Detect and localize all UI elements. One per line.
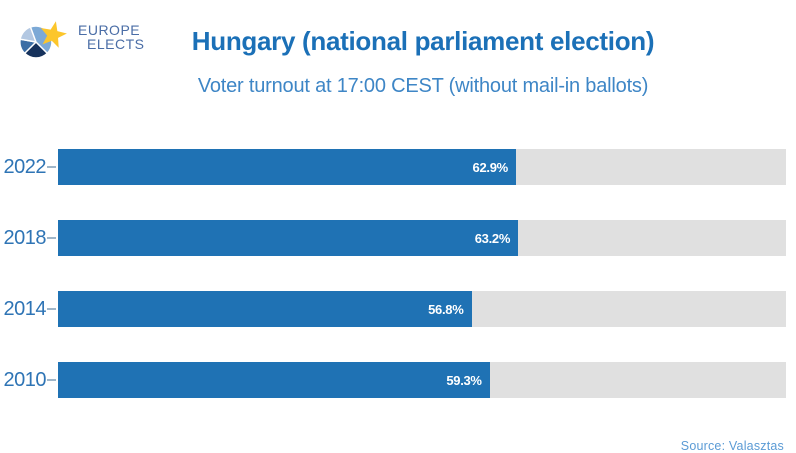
axis-tick <box>46 362 58 398</box>
bar-fill: 63.2% <box>58 220 519 256</box>
bar-value-label: 63.2% <box>474 230 511 246</box>
bar-row-2018: 2018 63.2% <box>0 220 786 256</box>
bar-value-label: 59.3% <box>446 372 482 388</box>
axis-tick <box>46 291 58 327</box>
bar-fill: 59.3% <box>58 362 490 398</box>
logo-word-elects: ELECTS <box>87 36 145 52</box>
chart-subtitle: Voter turnout at 17:00 CEST (without mai… <box>197 75 649 97</box>
bar-row-2010: 2010 59.3% <box>0 362 786 398</box>
axis-tick <box>46 220 58 256</box>
bar-track: 62.9% <box>58 149 786 185</box>
category-label: 2018 <box>3 227 47 249</box>
axis-tick <box>46 149 58 185</box>
europe-elects-pie-star-icon <box>19 21 67 59</box>
category-label: 2014 <box>3 298 47 320</box>
logo-wordmark: EUROPE ELECTS <box>78 23 144 51</box>
bar-value-label: 62.9% <box>472 159 509 175</box>
bar-track: 59.3% <box>58 362 786 398</box>
logo-word-europe: EUROPE <box>78 22 141 38</box>
header-titles: Hungary (national parliament election) V… <box>110 0 736 98</box>
bar-track: 63.2% <box>58 220 786 256</box>
bar-fill: 56.8% <box>58 291 472 327</box>
bar-value-label: 56.8% <box>428 301 464 317</box>
europe-elects-logo: EUROPE ELECTS <box>14 12 144 68</box>
bar-row-2022: 2022 62.9% <box>0 149 786 185</box>
category-label: 2010 <box>3 369 47 391</box>
source-note: Source: Valasztas <box>680 439 784 453</box>
bar-track: 56.8% <box>58 291 786 327</box>
category-label: 2022 <box>3 156 47 178</box>
bar-row-2014: 2014 56.8% <box>0 291 786 327</box>
bar-chart: 2022 62.9% 2018 63.2% 2014 56.8% 2010 <box>0 149 786 433</box>
bar-fill: 62.9% <box>58 149 516 185</box>
chart-title: Hungary (national parliament election) <box>191 26 655 56</box>
